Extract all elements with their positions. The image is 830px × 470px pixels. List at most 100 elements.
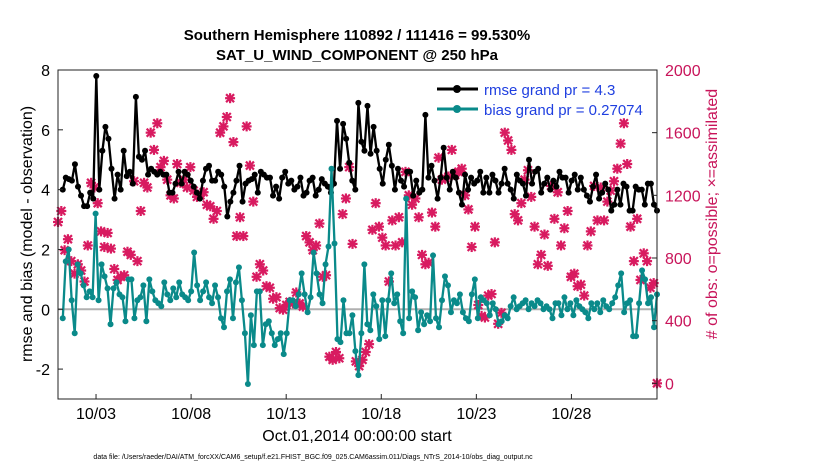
rmse-point: [446, 186, 453, 193]
obs-assimilated-marker: [145, 127, 156, 138]
rmse-point: [340, 120, 347, 127]
bias-point: [331, 240, 338, 247]
rmse-point: [218, 171, 225, 178]
bias-point: [101, 273, 108, 280]
rmse-point: [297, 174, 304, 181]
obs-assimilated-marker: [105, 243, 116, 254]
obs-assimilated-marker: [244, 160, 255, 171]
rmse-point: [492, 177, 499, 184]
rmse-point: [349, 177, 356, 184]
obs-assimilated-marker: [374, 221, 385, 232]
rmse-point: [132, 93, 139, 100]
rmse-point: [248, 176, 255, 183]
obs-assimilated-marker: [513, 215, 524, 226]
bias-point: [92, 210, 99, 217]
rmse-point: [462, 171, 469, 178]
bias-point: [176, 279, 183, 286]
rmse-point: [510, 195, 517, 202]
bias-point: [594, 300, 601, 307]
rmse-point: [410, 192, 417, 199]
bias-point: [277, 330, 284, 337]
rmse-point: [120, 147, 127, 154]
y-tick-label: 6: [41, 123, 50, 140]
rmse-point: [236, 162, 243, 169]
bias-point: [355, 372, 362, 379]
bias-point: [241, 330, 248, 337]
obs-assimilated-marker: [575, 279, 586, 290]
obs-assimilated-marker: [559, 223, 570, 234]
rmse-point: [434, 195, 441, 202]
rmse-point: [398, 177, 405, 184]
bias-point: [218, 315, 225, 322]
bias-point: [361, 261, 368, 268]
bias-point: [280, 351, 287, 358]
obs-assimilated-marker: [82, 240, 93, 251]
rmse-point: [373, 147, 380, 154]
rmse-point: [276, 195, 283, 202]
bias-point: [555, 300, 562, 307]
bias-point: [642, 276, 649, 283]
bias-point: [525, 306, 532, 313]
bias-point: [492, 306, 499, 313]
obs-assimilated-marker: [618, 118, 629, 129]
bias-point: [247, 312, 254, 319]
obs-assimilated-marker: [417, 249, 428, 260]
bias-point: [367, 327, 374, 334]
rmse-point: [172, 180, 179, 187]
bias-point: [337, 339, 344, 346]
bias-point: [531, 303, 538, 310]
rmse-point: [465, 186, 472, 193]
rmse-point: [611, 201, 618, 208]
obs-assimilated-marker: [506, 144, 517, 155]
obs-assimilated-marker: [370, 198, 381, 209]
bias-point: [609, 300, 616, 307]
obs-assimilated-marker: [549, 213, 560, 224]
bias-point: [80, 282, 87, 289]
obs-assimilated-marker: [628, 256, 639, 267]
bias-point: [173, 294, 180, 301]
rmse-point: [431, 177, 438, 184]
bias-point: [203, 279, 210, 286]
obs-assimilated-marker: [228, 137, 239, 148]
legend-rmse-label: rmse grand pr = 4.3: [484, 82, 615, 99]
rmse-point: [123, 173, 130, 180]
bias-point: [436, 324, 443, 331]
obs-assimilated-marker: [327, 354, 338, 365]
bias-point: [364, 321, 371, 328]
obs-assimilated-marker: [539, 229, 550, 240]
bias-point: [259, 342, 266, 349]
rmse-point: [614, 186, 621, 193]
bias-point: [498, 318, 505, 325]
bias-point: [618, 270, 625, 277]
rmse-point: [489, 171, 496, 178]
rmse-point: [93, 72, 100, 79]
bias-point: [68, 297, 75, 304]
obs-assimilated-marker: [532, 259, 543, 270]
bias-point: [438, 297, 445, 304]
bias-point: [421, 321, 428, 328]
bias-point: [298, 270, 305, 277]
x-tick-label: 10/13: [266, 406, 306, 423]
obs-assimilated-marker: [446, 144, 457, 155]
bias-point: [271, 342, 278, 349]
obs-assimilated-marker: [132, 256, 143, 267]
bias-point: [388, 270, 395, 277]
rmse-point: [535, 165, 542, 172]
rmse-point: [590, 183, 597, 190]
x-tick-label: 10/18: [361, 406, 401, 423]
bias-point: [612, 294, 619, 301]
rmse-point: [282, 168, 289, 175]
obs-assimilated-marker: [430, 221, 441, 232]
rmse-point: [254, 189, 261, 196]
bias-point: [292, 303, 299, 310]
rmse-point: [303, 189, 310, 196]
data-file-footnote: data file: /Users/raeder/DAI/ATM_forcXX/…: [93, 454, 533, 461]
bias-point: [74, 261, 81, 268]
obs-assimilated-marker: [185, 162, 196, 173]
y-axis-label: rmse and bias (model - observation): [19, 106, 36, 362]
bias-point: [597, 309, 604, 316]
rmse-point: [193, 189, 200, 196]
rmse-point: [550, 177, 557, 184]
rmse-point: [413, 177, 420, 184]
bias-point: [648, 294, 655, 301]
